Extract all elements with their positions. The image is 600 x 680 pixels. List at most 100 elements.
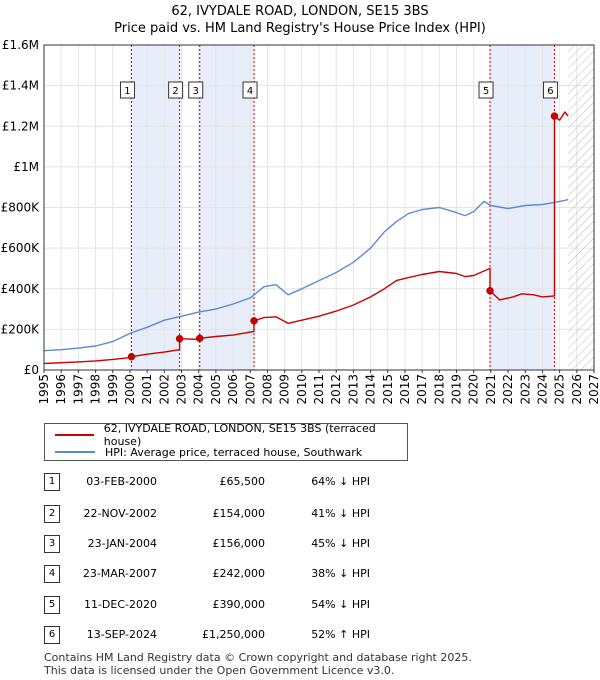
x-tick-label: 1999: [106, 374, 120, 405]
x-tick-label: 2011: [312, 374, 326, 405]
x-tick-label: 2018: [432, 374, 446, 405]
x-tick-label: 1995: [37, 374, 51, 405]
x-tick-label: 2013: [346, 374, 360, 405]
x-tick-label: 2016: [398, 374, 412, 405]
transaction-number: 2: [44, 505, 60, 523]
y-tick-label: £200K: [1, 322, 41, 336]
sale-point-5: [486, 287, 494, 295]
sale-label-2: 2: [168, 81, 184, 99]
sale-label-box: [119, 81, 135, 99]
x-tick-label: 2019: [450, 374, 464, 405]
chart-subtitle: Price paid vs. HM Land Registry's House …: [114, 21, 486, 36]
transaction-row: 5 11-DEC-2020 £390,000 54% ↓ HPI: [0, 596, 600, 616]
x-tick-label: 1996: [54, 374, 68, 405]
sale-point-2: [175, 334, 184, 343]
x-tick-label: 2015: [381, 374, 395, 405]
sale-label-text: 2: [172, 86, 178, 97]
x-tick-label: 2023: [518, 374, 532, 405]
sale-label-5: 5: [478, 81, 494, 99]
x-tick-label: 2001: [140, 374, 154, 405]
legend-item-hpi: HPI: Average price, terraced house, Sout…: [55, 444, 362, 460]
x-tick-label: 2003: [175, 374, 189, 405]
sale-label-text: 4: [247, 86, 253, 97]
x-tick-label: 2002: [157, 374, 171, 405]
transaction-price: £65,500: [219, 475, 266, 488]
sale-label-6: 6: [542, 81, 558, 99]
chart-title: 62, IVYDALE ROAD, LONDON, SE15 3BS: [171, 4, 429, 19]
sale-labels: 1 2 3 4 5 6: [119, 81, 558, 99]
x-tick-label: 2008: [260, 374, 274, 405]
sale-point-3: [195, 334, 204, 343]
sale-label-box: [168, 81, 184, 99]
y-tick-label: £0: [24, 363, 39, 377]
footer-copyright: Contains HM Land Registry data © Crown c…: [44, 651, 472, 664]
transaction-row: 6 13-SEP-2024 £1,250,000 52% ↑ HPI: [0, 626, 600, 646]
x-tick-label: 2010: [295, 374, 309, 405]
sale-label-box: [478, 81, 494, 99]
transaction-row: 3 23-JAN-2004 £156,000 45% ↓ HPI: [0, 535, 600, 555]
x-tick-label: 1998: [89, 374, 103, 405]
y-tick-label: £1M: [13, 160, 39, 174]
x-tick-label: 2020: [467, 374, 481, 405]
y-tick-label: £600K: [1, 241, 41, 255]
x-tick-label: 2007: [243, 374, 257, 405]
hpi-line: [44, 198, 569, 352]
footer-licence: This data is licensed under the Open Gov…: [44, 664, 395, 677]
y-tick-label: £400K: [1, 282, 41, 296]
sale-label-text: 6: [547, 86, 553, 97]
transaction-number: 3: [44, 535, 60, 553]
transaction-price: £390,000: [212, 598, 266, 611]
legend-hpi-swatch: [55, 451, 95, 453]
legend-item-property: 62, IVYDALE ROAD, LONDON, SE15 3BS (terr…: [55, 422, 407, 448]
transaction-price: £1,250,000: [202, 628, 265, 641]
sale-label-box: [188, 81, 204, 99]
transaction-row: 1 03-FEB-2000 £65,500 64% ↓ HPI: [0, 473, 600, 493]
transaction-hpi-diff: 54% ↓ HPI: [311, 598, 370, 611]
transaction-date: 11-DEC-2020: [83, 598, 157, 611]
sale-point-4: [250, 317, 258, 325]
transaction-price: £154,000: [212, 507, 266, 520]
sale-point-1: [127, 352, 136, 361]
x-tick-label: 2006: [226, 374, 240, 405]
x-tick-label: 2026: [570, 374, 584, 405]
transaction-date: 13-SEP-2024: [86, 628, 157, 641]
transaction-price: £242,000: [212, 567, 266, 580]
sale-label-4: 4: [242, 81, 258, 99]
y-tick-label: £1.4M: [2, 79, 39, 93]
forecast-hatch-area: [568, 45, 594, 370]
transaction-date: 23-JAN-2004: [87, 537, 157, 550]
sale-label-box: [542, 81, 558, 99]
x-tick-label: 2025: [553, 374, 567, 405]
transaction-price: £156,000: [212, 537, 266, 550]
sale-label-text: 1: [124, 86, 130, 97]
x-tick-label: 1997: [71, 374, 85, 405]
transaction-hpi-diff: 52% ↑ HPI: [311, 628, 370, 641]
x-tick-label: 2021: [484, 374, 498, 405]
x-tick-label: 2004: [192, 374, 206, 405]
transaction-hpi-diff: 41% ↓ HPI: [311, 507, 370, 520]
y-tick-label: £1.6M: [2, 38, 39, 52]
x-tick-label: 2012: [329, 374, 343, 405]
transaction-hpi-diff: 45% ↓ HPI: [311, 537, 370, 550]
y-tick-label: £800K: [1, 201, 41, 215]
x-tick-label: 2005: [209, 374, 223, 405]
series-lines: [44, 111, 569, 365]
sale-label-text: 5: [483, 86, 489, 97]
transaction-date: 22-NOV-2002: [83, 507, 157, 520]
x-tick-label: 2024: [535, 374, 549, 405]
transaction-number: 5: [44, 596, 60, 614]
legend: 62, IVYDALE ROAD, LONDON, SE15 3BS (terr…: [44, 422, 408, 461]
legend-property-label: 62, IVYDALE ROAD, LONDON, SE15 3BS (terr…: [103, 422, 376, 448]
x-tick-label: 2027: [587, 374, 600, 405]
price-chart: 1 2 3 4 5 6 £0 £200K £400K £600K £800K £1M £1.2M £1.…: [1, 38, 600, 405]
y-axis: £0 £200K £400K £600K £800K £1M £1.2M £1.4M £1.6M: [1, 38, 41, 377]
transaction-date: 23-MAR-2007: [82, 567, 157, 580]
transaction-date: 03-FEB-2000: [86, 475, 157, 488]
sale-label-3: 3: [188, 81, 204, 99]
x-tick-label: 2014: [364, 374, 378, 405]
x-tick-label: 2000: [123, 374, 137, 405]
sale-label-1: 1: [119, 81, 135, 99]
transaction-number: 4: [44, 565, 60, 583]
sale-point-6: [550, 112, 559, 120]
transaction-row: 4 23-MAR-2007 £242,000 38% ↓ HPI: [0, 565, 600, 585]
